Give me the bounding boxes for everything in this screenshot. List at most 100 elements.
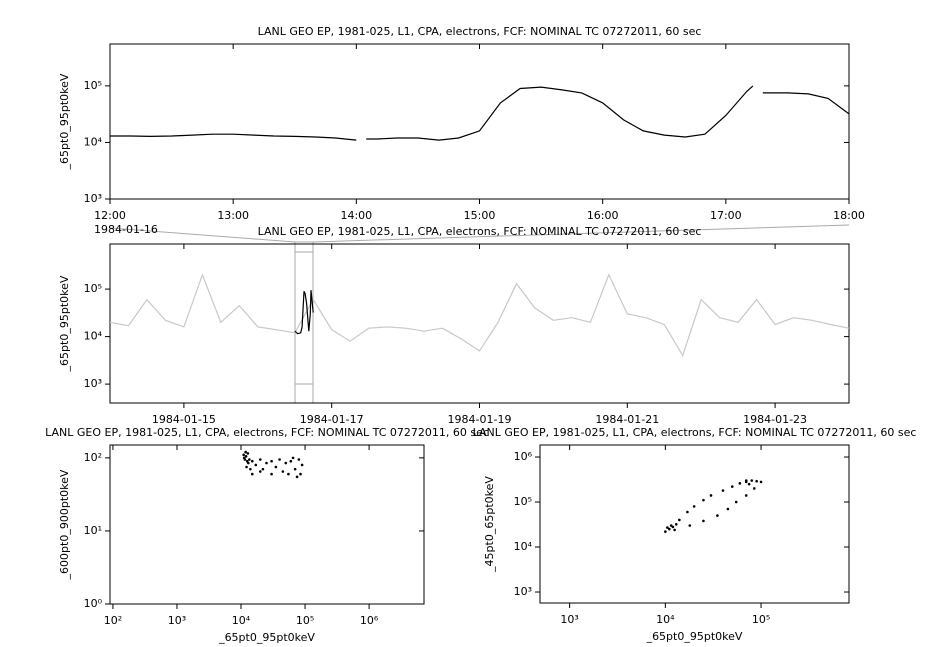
y-tick-label: 10³ — [84, 377, 102, 390]
data-point — [299, 472, 302, 476]
data-point — [678, 518, 681, 522]
data-point — [242, 453, 245, 457]
data-point — [270, 472, 273, 476]
x-tick-label: 10⁵ — [752, 613, 770, 626]
x-tick-label: 10⁴ — [656, 613, 675, 626]
data-line — [294, 290, 314, 335]
data-point — [666, 526, 669, 529]
data-point — [287, 472, 290, 476]
x-tick-label: 1984-01-17 — [300, 413, 364, 426]
y-tick-label: 10³ — [84, 192, 102, 205]
y-tick-label: 10¹ — [84, 524, 102, 537]
data-point — [246, 452, 250, 455]
y-tick-label: 10⁴ — [514, 540, 533, 553]
data-point — [291, 456, 295, 460]
data-point — [669, 524, 673, 527]
data-point — [250, 472, 254, 476]
x-tick-label: 14:00 — [340, 209, 372, 222]
data-point — [265, 461, 268, 465]
data-point — [247, 461, 250, 465]
x-tick-label: 18:00 — [833, 209, 865, 222]
data-point — [244, 450, 247, 454]
data-point — [716, 514, 719, 517]
y-tick-label: 10⁴ — [84, 135, 103, 148]
y-tick-label: 10⁴ — [84, 330, 103, 343]
data-point — [692, 505, 696, 508]
chart-title: LANL GEO EP, 1981-025, L1, CPA, electron… — [45, 426, 489, 439]
data-point — [258, 458, 262, 461]
y-tick-label: 10⁵ — [84, 79, 102, 92]
x-tick-label: 10³ — [168, 614, 186, 627]
data-point — [688, 524, 692, 527]
x-tick-label: 10⁶ — [360, 614, 379, 627]
y-tick-label: 10³ — [514, 585, 532, 598]
data-point — [281, 470, 285, 473]
x-tick-label: 17:00 — [710, 209, 742, 222]
data-point — [254, 463, 258, 467]
x-tick-label: 13:00 — [217, 209, 249, 222]
data-point — [759, 480, 763, 484]
data-point — [686, 510, 689, 514]
data-point — [274, 465, 278, 469]
x-tick-label: 1984-01-23 — [743, 413, 807, 426]
data-point — [702, 519, 705, 523]
data-line — [109, 273, 850, 357]
x-tick-label: 10³ — [560, 613, 578, 626]
data-line — [110, 85, 850, 141]
data-point — [250, 459, 254, 463]
data-point — [664, 530, 667, 533]
data-point — [300, 463, 304, 467]
zoom-connector — [109, 227, 296, 243]
zoom-connector — [312, 224, 850, 243]
data-point — [245, 465, 248, 469]
data-point — [726, 507, 730, 511]
panel: LANL GEO EP, 1981-025, L1, CPA, electron… — [45, 426, 489, 644]
data-point — [674, 522, 678, 526]
data-point — [730, 485, 734, 488]
panel: LANL GEO EP, 1981-025, L1, CPA, electron… — [58, 25, 865, 222]
x-tick-label: 10² — [104, 614, 122, 627]
y-tick-label: 10² — [84, 451, 102, 464]
y-axis-label: _600pt0_900pt0keV — [58, 469, 71, 580]
panel: LANL GEO EP, 1981-025, L1, CPA, electron… — [58, 225, 850, 426]
chart-title: LANL GEO EP, 1981-025, L1, CPA, electron… — [258, 225, 702, 238]
x-tick-label: 1984-01-15 — [152, 413, 216, 426]
data-point — [738, 482, 742, 485]
chart-title: LANL GEO EP, 1981-025, L1, CPA, electron… — [473, 426, 917, 439]
data-point — [702, 498, 705, 502]
data-point — [293, 467, 297, 471]
data-point — [289, 459, 293, 463]
data-point — [709, 494, 713, 497]
data-point — [755, 479, 758, 483]
x-tick-label: 1984-01-21 — [595, 413, 659, 426]
data-point — [671, 525, 675, 529]
data-point — [248, 458, 251, 461]
data-point — [721, 489, 725, 492]
data-point — [244, 455, 248, 458]
data-point — [284, 461, 288, 465]
y-tick-label: 10⁶ — [514, 450, 533, 463]
panel: LANL GEO EP, 1981-025, L1, CPA, electron… — [473, 426, 917, 643]
data-point — [249, 467, 252, 471]
chart-title: LANL GEO EP, 1981-025, L1, CPA, electron… — [258, 25, 702, 38]
date-context-label: 1984-01-16 — [94, 223, 158, 236]
y-axis-label: _65pt0_95pt0keV — [58, 73, 71, 170]
y-tick-label: 10⁵ — [84, 282, 102, 295]
data-point — [295, 475, 299, 479]
data-point — [242, 456, 246, 460]
plot-frame — [109, 444, 425, 605]
x-tick-label: 16:00 — [587, 209, 619, 222]
data-point — [270, 459, 273, 463]
y-axis-label: _45pt0_65pt0keV — [483, 476, 496, 573]
x-tick-label: 10⁴ — [232, 614, 251, 627]
data-point — [744, 479, 748, 482]
data-point — [261, 467, 265, 471]
x-tick-label: 12:00 — [94, 209, 126, 222]
plot-frame — [539, 444, 850, 604]
x-tick-label: 15:00 — [464, 209, 496, 222]
data-point — [747, 482, 751, 486]
y-tick-label: 10⁰ — [84, 597, 103, 610]
y-axis-label: _65pt0_95pt0keV — [58, 275, 71, 372]
